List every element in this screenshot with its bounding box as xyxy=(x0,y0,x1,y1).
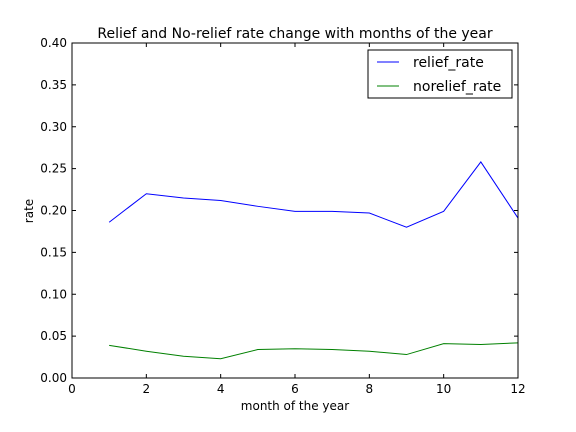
x-axis-label: month of the year xyxy=(241,399,349,413)
y-axis-label: rate xyxy=(22,199,36,223)
y-tick-label: 0.20 xyxy=(40,204,67,218)
y-tick-label: 0.35 xyxy=(40,78,67,92)
x-tick-label: 4 xyxy=(217,382,225,396)
x-tick-label: 6 xyxy=(291,382,299,396)
x-tick-label: 10 xyxy=(436,382,451,396)
series-line-norelief-rate xyxy=(109,342,519,360)
legend-box xyxy=(367,49,513,99)
y-axis-ticks: 0.00 0.05 0.10 0.15 0.20 0.25 0.30 0.35 0.40 xyxy=(40,36,518,385)
x-axis-ticks: 0 2 4 6 8 10 12 xyxy=(68,43,526,396)
y-tick-label: 0.00 xyxy=(40,371,67,385)
y-tick-label: 0.25 xyxy=(40,162,67,176)
x-tick-label: 2 xyxy=(143,382,151,396)
y-tick-label: 0.05 xyxy=(40,329,67,343)
y-tick-label: 0.40 xyxy=(40,36,67,50)
x-tick-label: 8 xyxy=(366,382,374,396)
y-tick-label: 0.10 xyxy=(40,287,67,301)
x-tick-label: 0 xyxy=(68,382,76,396)
y-tick-label: 0.15 xyxy=(40,245,67,259)
series-line-relief-rate xyxy=(108,161,519,228)
series-layer xyxy=(108,161,519,360)
legend-label-relief-rate: relief_rate xyxy=(413,55,484,71)
x-tick-label: 12 xyxy=(510,382,525,396)
legend: relief_rate norelief_rate xyxy=(367,49,513,99)
legend-label-norelief-rate: norelief_rate xyxy=(413,79,501,95)
chart-title: Relief and No-relief rate change with mo… xyxy=(97,26,492,42)
y-tick-label: 0.30 xyxy=(40,120,67,134)
